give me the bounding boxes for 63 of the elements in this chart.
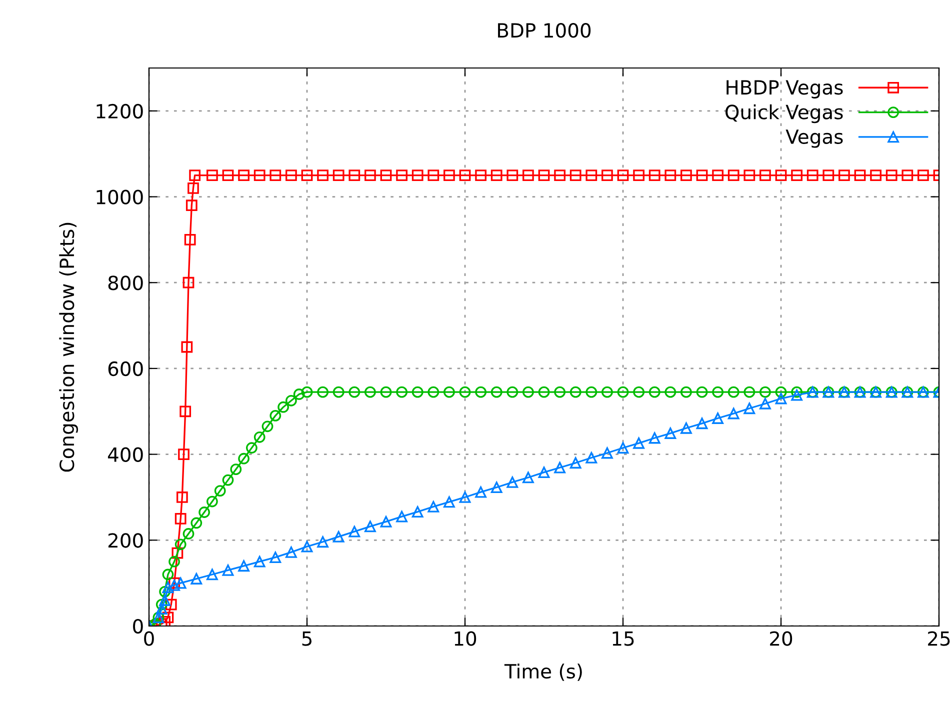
legend-label: Vegas bbox=[786, 130, 843, 148]
point bbox=[744, 402, 756, 414]
point bbox=[286, 546, 297, 558]
point bbox=[174, 577, 186, 589]
point bbox=[348, 526, 360, 538]
point bbox=[617, 442, 629, 454]
point bbox=[380, 516, 392, 528]
legend-label: HBDP Vegas bbox=[726, 80, 843, 98]
point bbox=[332, 531, 344, 542]
point bbox=[156, 603, 168, 615]
point bbox=[760, 398, 771, 410]
point bbox=[206, 568, 218, 580]
point bbox=[680, 422, 692, 434]
y-tick-label: 1000 bbox=[96, 190, 143, 204]
point bbox=[586, 452, 598, 464]
y-tick-label: 1200 bbox=[96, 104, 143, 119]
y-tick-label: 400 bbox=[108, 447, 143, 462]
point bbox=[522, 472, 534, 484]
point bbox=[490, 482, 502, 494]
point bbox=[168, 580, 180, 591]
point bbox=[602, 447, 613, 459]
x-tick-label: 5 bbox=[302, 631, 312, 646]
point bbox=[791, 389, 802, 401]
point bbox=[633, 437, 644, 449]
point bbox=[301, 540, 313, 552]
point bbox=[475, 486, 486, 498]
point bbox=[159, 594, 170, 606]
x-tick-label: 15 bbox=[612, 631, 634, 646]
point bbox=[222, 564, 234, 576]
point bbox=[570, 457, 582, 469]
x-tick-label: 10 bbox=[454, 631, 476, 646]
point bbox=[728, 408, 740, 420]
point bbox=[696, 418, 708, 430]
point bbox=[554, 462, 566, 474]
point bbox=[270, 552, 282, 564]
point bbox=[317, 536, 328, 548]
point bbox=[396, 510, 408, 522]
y-tick-label: 800 bbox=[108, 276, 143, 290]
point bbox=[412, 506, 424, 518]
x-tick-label: 0 bbox=[144, 631, 154, 646]
point bbox=[444, 496, 455, 508]
point bbox=[459, 492, 471, 503]
y-axis-title: Congestion window (Pkts) bbox=[59, 222, 78, 472]
chart-title: BDP 1000 bbox=[498, 23, 591, 38]
x-tick-label: 20 bbox=[770, 631, 792, 646]
y-tick-label: 600 bbox=[108, 361, 143, 376]
y-tick-label: 0 bbox=[133, 618, 143, 634]
legend-label: Quick Vegas bbox=[726, 104, 843, 124]
point bbox=[190, 573, 202, 584]
y-tick-label: 200 bbox=[108, 533, 143, 548]
point bbox=[648, 432, 660, 444]
point bbox=[162, 582, 174, 594]
point bbox=[506, 476, 518, 488]
point bbox=[254, 556, 266, 568]
point bbox=[664, 428, 676, 439]
point bbox=[428, 500, 440, 512]
point bbox=[238, 560, 250, 572]
point bbox=[775, 392, 787, 404]
point bbox=[538, 466, 550, 478]
x-tick-label: 25 bbox=[928, 631, 950, 646]
point bbox=[364, 520, 376, 532]
x-axis-title: Time (s) bbox=[504, 664, 582, 681]
point bbox=[712, 412, 724, 424]
